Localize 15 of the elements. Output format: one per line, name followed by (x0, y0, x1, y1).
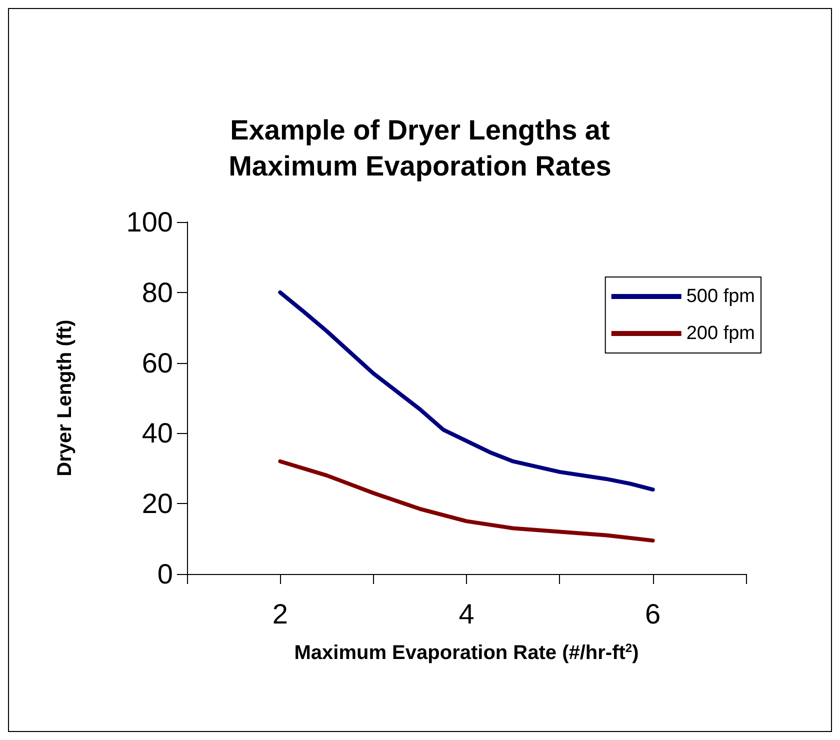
y-tick-label: 100 (126, 206, 173, 238)
legend-label: 500 fpm (686, 286, 756, 307)
x-tick-label: 2 (272, 598, 288, 630)
x-tick-label: 6 (645, 598, 661, 630)
legend-label: 200 fpm (686, 323, 756, 344)
y-tick-label: 80 (142, 276, 173, 308)
line-series (278, 290, 655, 492)
y-tick-label: 20 (142, 488, 173, 520)
y-tick-label: 40 (142, 418, 173, 449)
y-tick-label: 0 (157, 558, 173, 590)
chart-title: Example of Dryer Lengths at Maximum Evaporation Rates (228, 114, 612, 182)
y-axis-title: Dryer Length (ft) (54, 320, 76, 476)
line-series (278, 459, 655, 543)
y-tick-label: 60 (142, 347, 173, 378)
x-tick-label: 4 (458, 598, 474, 630)
